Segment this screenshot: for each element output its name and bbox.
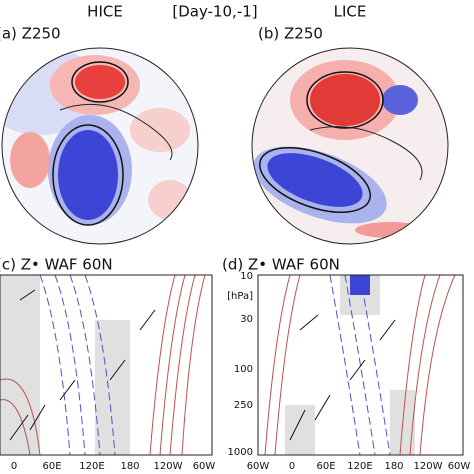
cross-section [0,275,212,455]
map [252,48,448,244]
panel-label: (c) Z• WAF 60N [0,256,113,274]
x-tick-label: 120E [347,461,372,472]
header-left: HICE [87,3,123,21]
y-tick-label: 10 [240,271,253,282]
y-tick-label: 250 [234,400,253,411]
frame [257,274,464,456]
y-tick-label: 30 [240,314,253,325]
x-tick-label: 0 [289,461,295,472]
y-tick-label: 100 [234,364,253,375]
x-tick-label: 60E [316,461,335,472]
x-tick-label: 60W [193,461,216,472]
x-tick-label: 0 [11,461,17,472]
x-tick-label: 60W [247,461,270,472]
header-right: LICE [334,3,367,21]
x-tick-labels: 60W 0 60E 120E 180 120W 60W [247,461,471,472]
x-tick-label: 120W [154,461,183,472]
cross-section [258,275,463,455]
frame [0,274,213,456]
panel-label: (a) Z250 [0,25,61,43]
header-center: [Day-10,-1] [172,3,257,21]
y-tick-labels: 10 [hPa] 30 100 250 1000 [227,271,253,458]
x-tick-labels: 0 60E 120E 180 120W 60W [11,461,216,472]
x-tick-label: 60W [448,461,471,472]
y-tick-label: 1000 [228,447,253,458]
x-tick-label: 60E [42,461,61,472]
panel-label: (b) Z250 [258,25,323,43]
x-tick-label: 120W [414,461,443,472]
x-tick-label: 120E [79,461,104,472]
x-tick-label: 180 [384,461,403,472]
panel-label: (d) Z• WAF 60N [222,256,340,274]
y-axis-unit: [hPa] [227,291,253,302]
x-tick-label: 180 [120,461,139,472]
